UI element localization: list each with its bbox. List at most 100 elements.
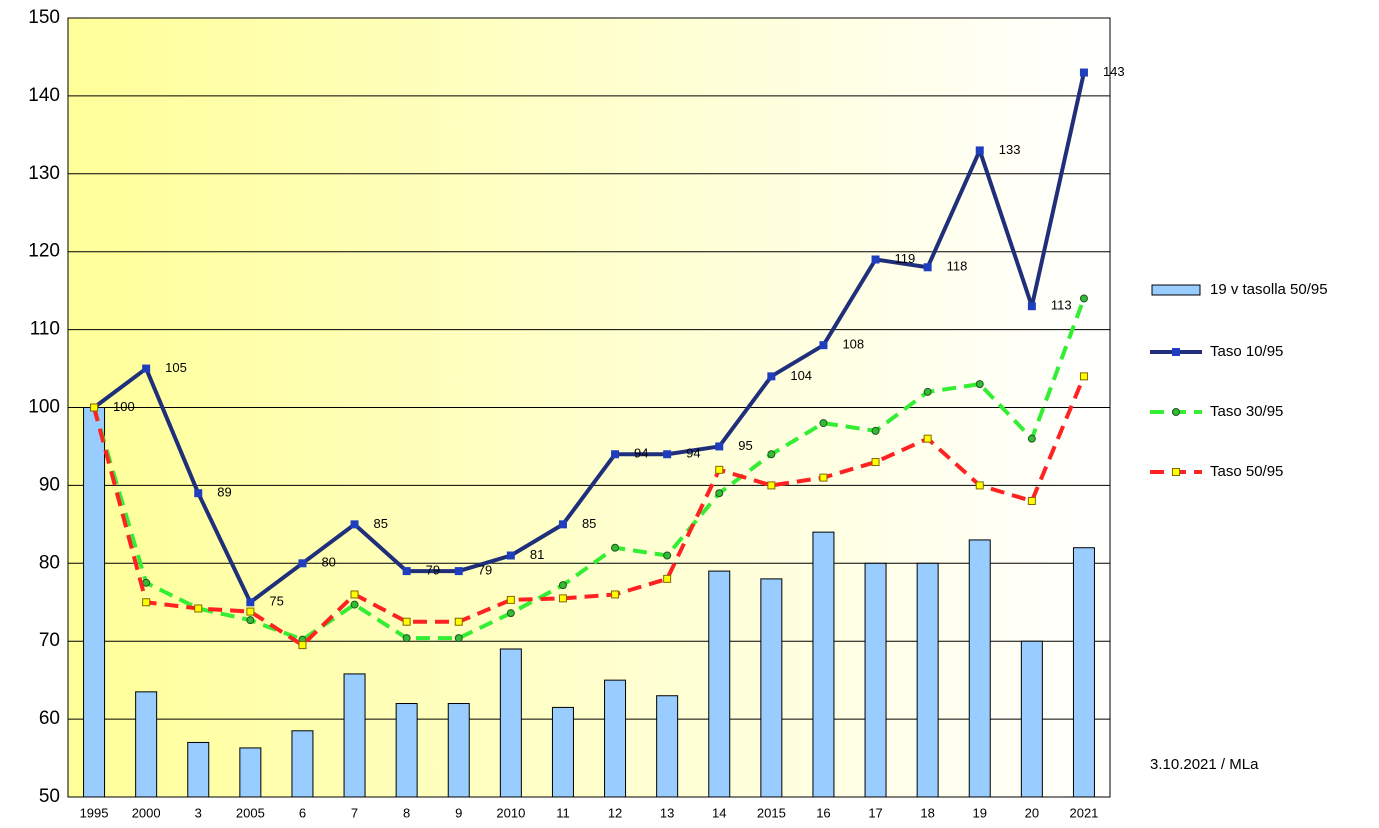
legend-label: Taso 50/95 <box>1210 463 1283 480</box>
x-tick-label: 1995 <box>80 805 109 820</box>
bar <box>551 706 574 798</box>
marker <box>819 341 828 350</box>
marker <box>402 617 411 626</box>
x-tick-label: 16 <box>816 805 830 820</box>
x-tick-label: 2021 <box>1069 805 1098 820</box>
marker <box>871 426 880 435</box>
bar <box>604 679 627 798</box>
marker <box>1079 294 1088 303</box>
bar <box>343 673 366 798</box>
bar <box>1020 640 1043 798</box>
y-tick-label: 130 <box>28 163 60 184</box>
x-tick-label: 20 <box>1025 805 1039 820</box>
marker <box>611 543 620 552</box>
x-tick-label: 2010 <box>496 805 525 820</box>
y-tick-label: 70 <box>39 630 60 651</box>
x-tick-label: 7 <box>351 805 358 820</box>
x-tick-label: 2005 <box>236 805 265 820</box>
marker <box>1079 68 1088 77</box>
x-tick-label: 18 <box>920 805 934 820</box>
x-tick-label: 3 <box>195 805 202 820</box>
data-label: 79 <box>478 563 492 578</box>
marker <box>350 600 359 609</box>
x-tick-label: 14 <box>712 805 726 820</box>
x-tick-label: 12 <box>608 805 622 820</box>
marker <box>350 590 359 599</box>
legend-marker <box>1172 408 1180 416</box>
plot-frame <box>67 17 1111 798</box>
bar <box>1072 547 1095 798</box>
marker <box>506 551 515 560</box>
bar <box>447 703 470 798</box>
legend-swatch <box>1151 284 1201 296</box>
marker <box>975 481 984 490</box>
marker <box>871 255 880 264</box>
legend-label: Taso 30/95 <box>1210 403 1283 420</box>
marker <box>298 559 307 568</box>
data-label: 100 <box>113 399 135 414</box>
data-label: 143 <box>1103 64 1125 79</box>
data-label: 85 <box>582 516 596 531</box>
marker <box>402 634 411 643</box>
marker <box>246 607 255 616</box>
marker <box>454 634 463 643</box>
marker <box>715 465 724 474</box>
data-label: 79 <box>426 563 440 578</box>
marker <box>611 450 620 459</box>
bar <box>812 531 835 798</box>
marker <box>819 419 828 428</box>
marker <box>506 595 515 604</box>
data-label: 94 <box>686 446 700 461</box>
marker <box>246 598 255 607</box>
data-label: 80 <box>321 555 335 570</box>
marker <box>767 450 776 459</box>
marker <box>506 609 515 618</box>
x-tick-label: 6 <box>299 805 306 820</box>
data-label: 113 <box>1051 298 1072 313</box>
data-label: 89 <box>217 485 231 500</box>
y-tick-label: 60 <box>39 708 60 729</box>
legend-marker <box>1172 348 1180 356</box>
data-label: 119 <box>895 251 916 266</box>
x-tick-label: 11 <box>556 805 570 820</box>
data-label: 105 <box>165 360 187 375</box>
x-tick-label: 13 <box>660 805 674 820</box>
data-label: 95 <box>738 438 752 453</box>
y-tick-label: 140 <box>28 85 60 106</box>
marker <box>142 598 151 607</box>
marker <box>611 590 620 599</box>
data-label: 81 <box>530 547 544 562</box>
marker <box>558 520 567 529</box>
x-tick-label: 9 <box>455 805 462 820</box>
legend-label: Taso 10/95 <box>1210 343 1283 360</box>
y-tick-label: 110 <box>30 319 60 340</box>
bar <box>656 695 679 798</box>
bar <box>83 407 106 798</box>
bar <box>291 730 314 798</box>
marker <box>767 372 776 381</box>
y-tick-label: 100 <box>28 397 60 418</box>
bar <box>864 562 887 798</box>
marker <box>715 489 724 498</box>
marker <box>715 442 724 451</box>
x-tick-label: 19 <box>973 805 987 820</box>
y-tick-label: 80 <box>39 552 60 573</box>
marker <box>194 489 203 498</box>
bar <box>916 562 939 798</box>
annotation: 3.10.2021 / MLa <box>1150 756 1259 773</box>
data-label: 85 <box>374 516 388 531</box>
marker <box>663 574 672 583</box>
y-tick-label: 90 <box>39 474 60 495</box>
legend-marker <box>1172 468 1180 476</box>
marker <box>558 594 567 603</box>
marker <box>767 481 776 490</box>
bar <box>760 578 783 798</box>
data-label: 118 <box>947 259 968 274</box>
marker <box>871 458 880 467</box>
marker <box>923 434 932 443</box>
x-tick-label: 17 <box>868 805 882 820</box>
line <box>92 375 1086 648</box>
marker <box>194 604 203 613</box>
x-tick-label: 2015 <box>757 805 786 820</box>
